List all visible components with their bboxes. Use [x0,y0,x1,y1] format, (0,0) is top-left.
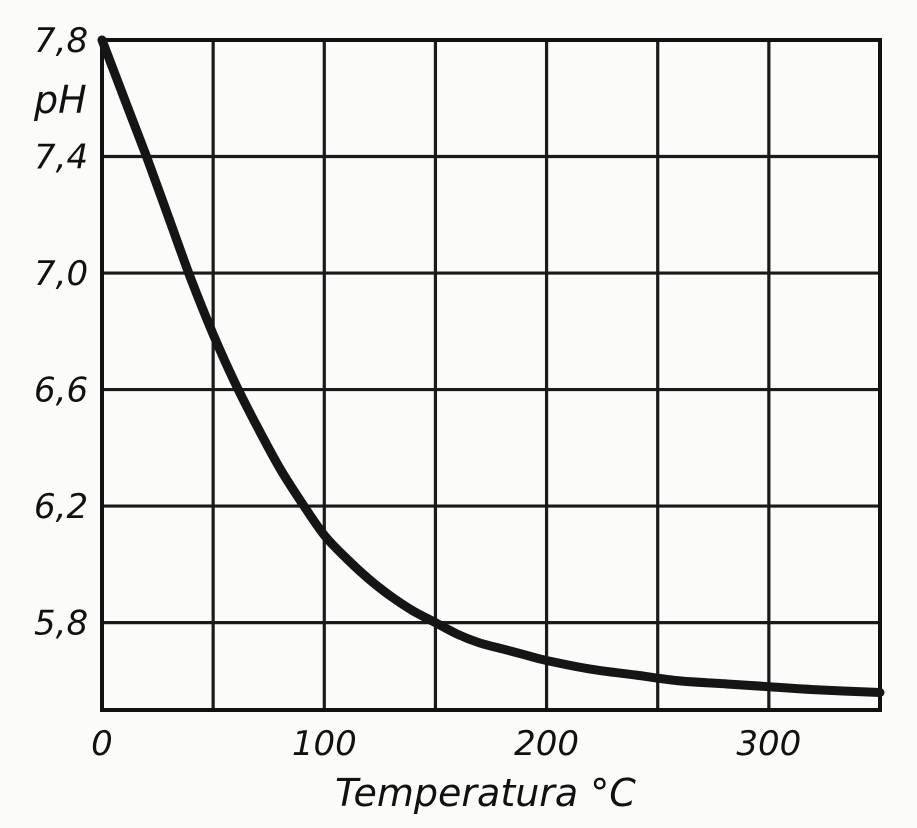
y-tick-label-3: 6,6 [34,371,88,411]
y-tick-label-2: 7,0 [34,254,88,294]
series-line-group [97,35,885,697]
y-tick-labels: 7,8 7,4 7,0 6,6 6,2 5,8 [34,21,88,644]
series-line-0 [97,35,885,697]
plot-border [100,38,882,712]
x-tick-label-2: 200 [514,724,579,764]
y-tick-label-0: 7,8 [34,21,88,61]
plot-frame [100,38,882,712]
y-tick-label-1: 7,4 [34,138,88,178]
x-tick-label-1: 100 [292,724,357,764]
y-tick-label-4: 6,2 [34,487,88,527]
x-axis-label: Temperatura °C [335,771,636,815]
x-tick-label-3: 300 [736,724,801,764]
x-tick-label-0: 0 [91,724,113,764]
y-tick-label-5: 5,8 [34,604,88,644]
y-axis-label: pH [33,78,87,122]
grid [100,38,882,710]
x-tick-labels: 0 100 200 300 [91,724,801,764]
